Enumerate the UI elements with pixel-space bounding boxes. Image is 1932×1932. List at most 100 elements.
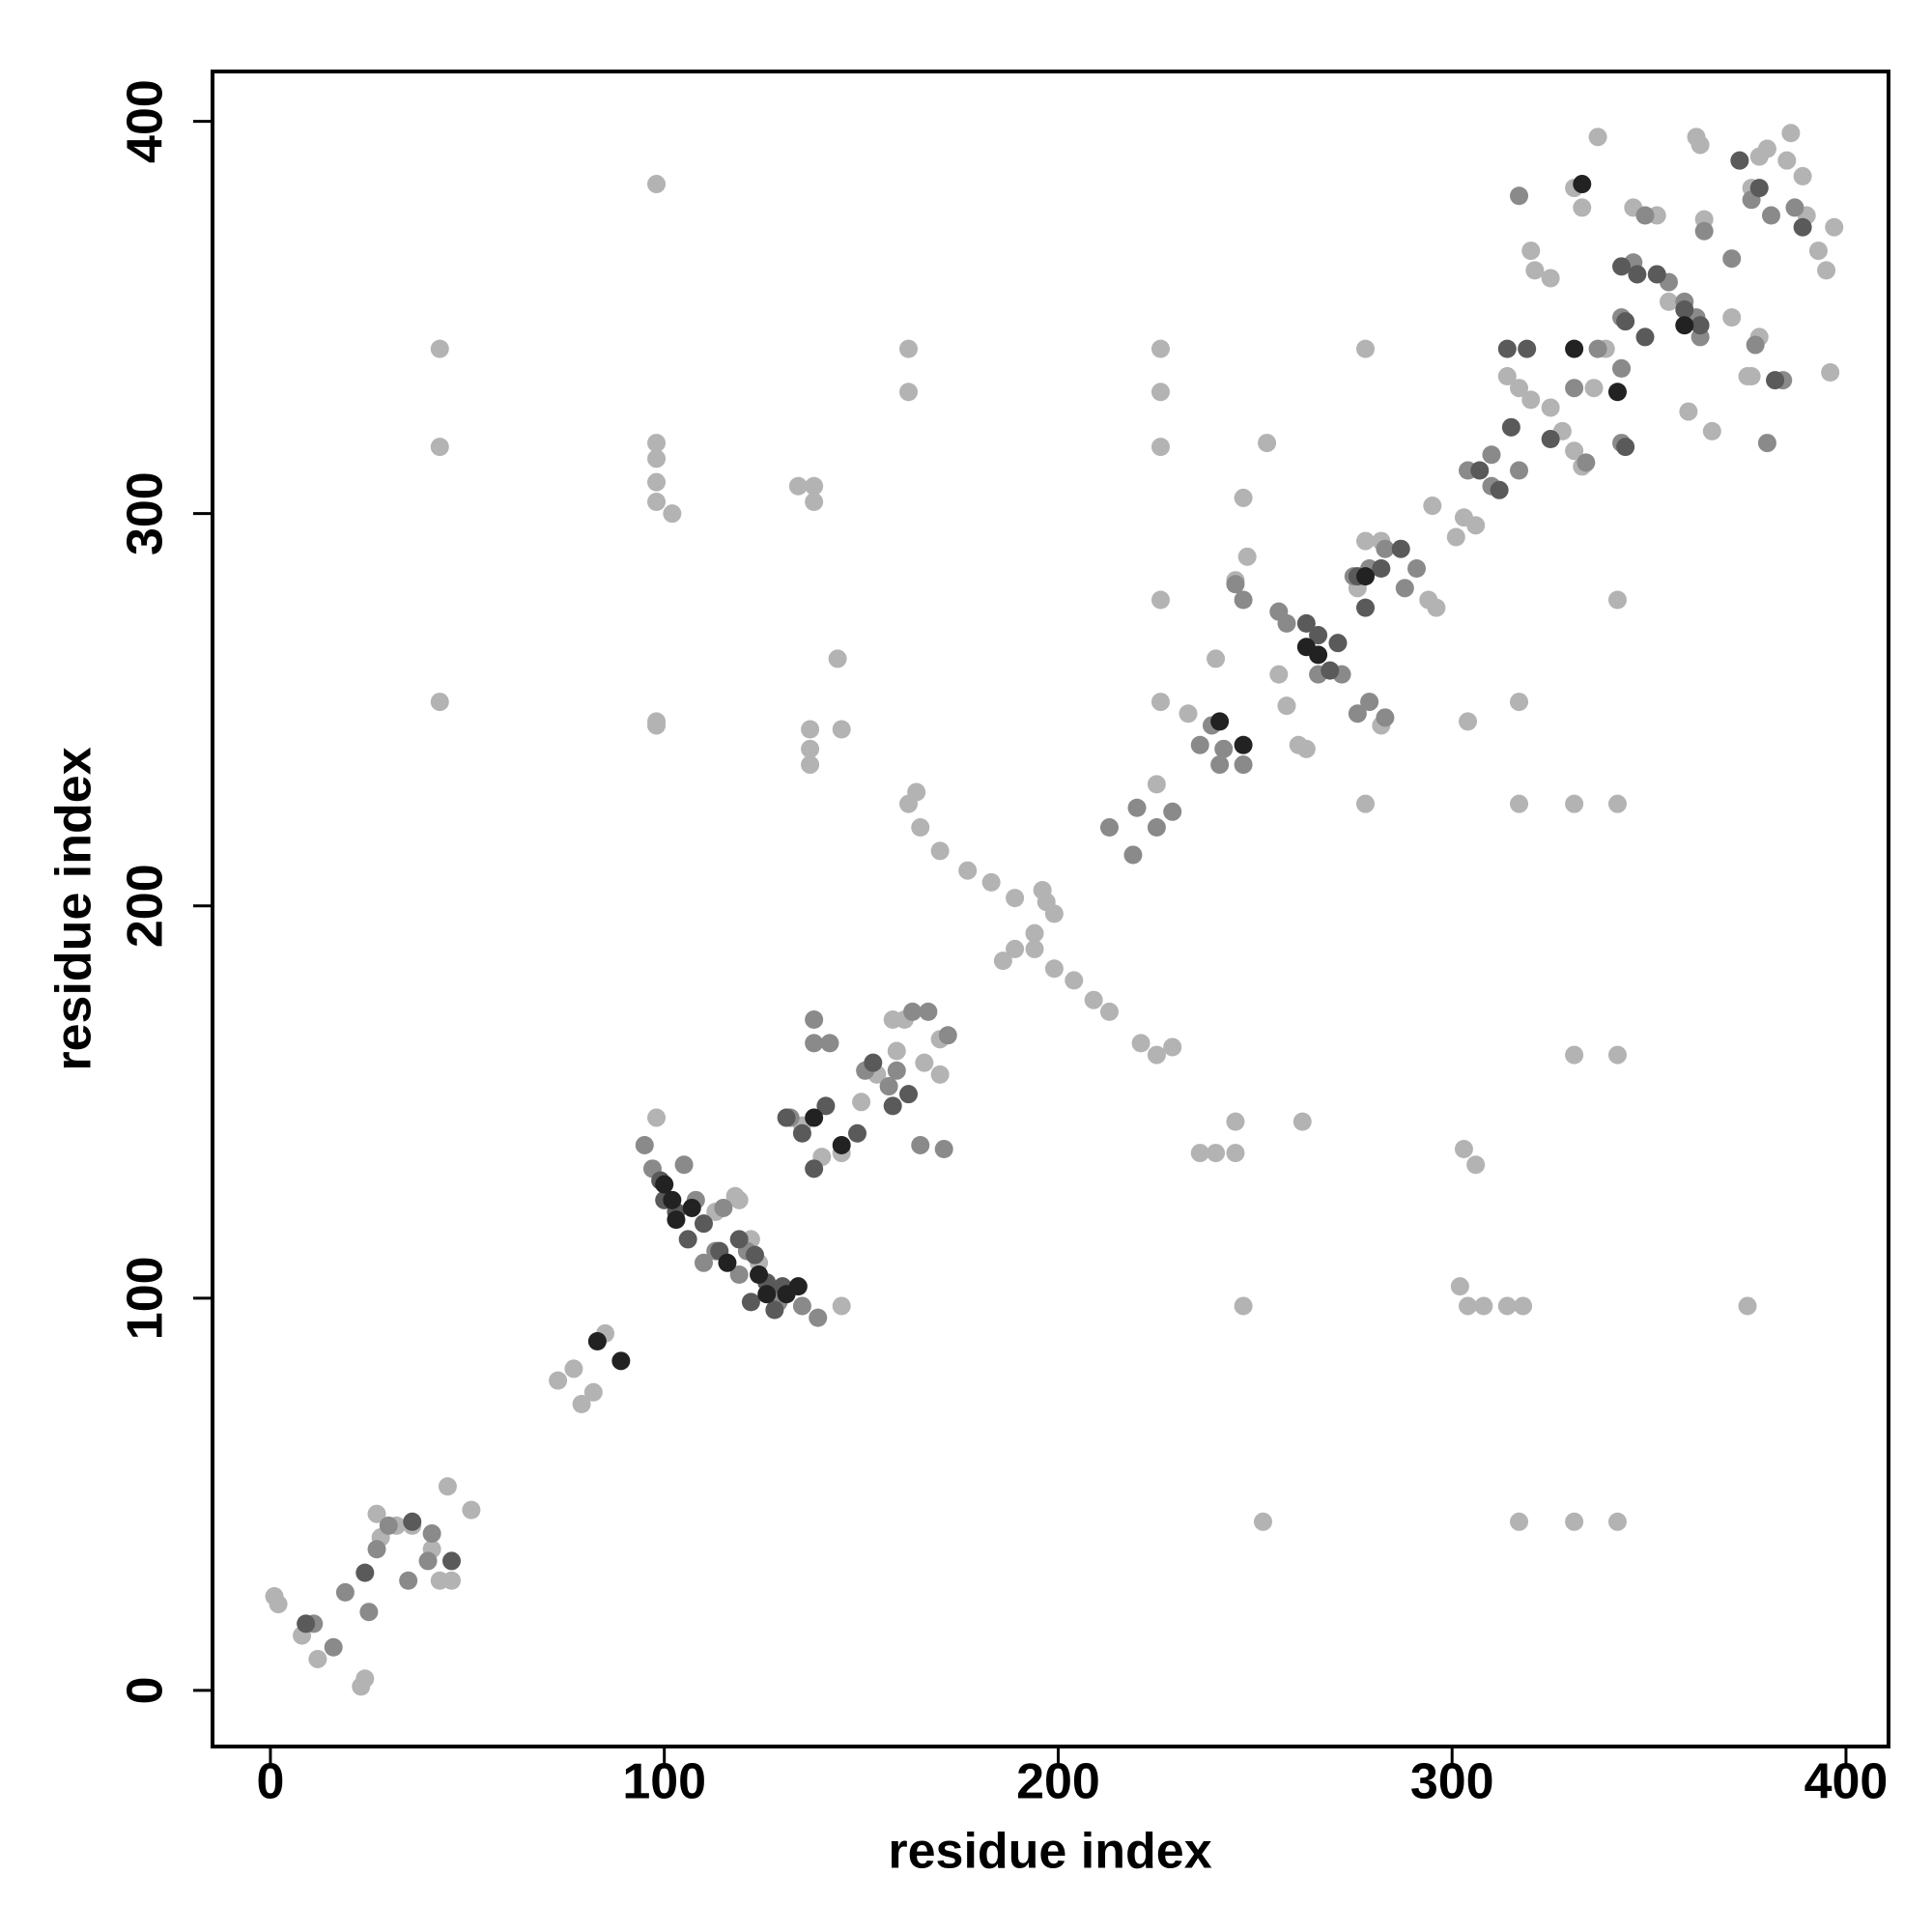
x-axis-title: residue index xyxy=(888,1824,1211,1880)
point xyxy=(1258,434,1277,453)
point xyxy=(367,1540,386,1559)
point xyxy=(1541,430,1560,449)
point xyxy=(1607,383,1627,402)
point xyxy=(1616,438,1635,457)
point xyxy=(1293,1112,1312,1131)
point xyxy=(1006,889,1025,908)
point xyxy=(1376,539,1395,558)
point xyxy=(667,1210,686,1230)
point xyxy=(729,1264,749,1284)
point xyxy=(1521,242,1541,261)
point xyxy=(647,716,667,735)
point xyxy=(403,1512,422,1531)
point xyxy=(887,1061,906,1080)
point xyxy=(655,1175,674,1194)
y-tick-label: 100 xyxy=(118,1256,174,1340)
point xyxy=(1163,802,1182,821)
point xyxy=(1510,461,1529,480)
point xyxy=(1497,1296,1517,1316)
point xyxy=(919,1002,938,1021)
point xyxy=(1466,1155,1486,1175)
point xyxy=(647,1108,667,1127)
point xyxy=(801,739,820,758)
point xyxy=(714,1198,733,1217)
point xyxy=(1565,1045,1584,1065)
point xyxy=(663,504,682,524)
point xyxy=(355,1669,375,1689)
point xyxy=(1296,613,1316,633)
point xyxy=(938,1026,957,1045)
point xyxy=(1766,371,1785,390)
point xyxy=(883,1096,902,1116)
point xyxy=(694,1253,713,1272)
point xyxy=(1226,1144,1245,1163)
point xyxy=(788,1277,808,1296)
point xyxy=(647,492,667,511)
point xyxy=(647,434,667,453)
plot-frame xyxy=(211,70,1890,1748)
point xyxy=(1151,693,1170,712)
point xyxy=(647,175,667,194)
point xyxy=(1234,755,1253,775)
point xyxy=(1099,1002,1119,1021)
point xyxy=(1356,567,1376,586)
point xyxy=(801,720,820,739)
point xyxy=(1659,292,1678,311)
point xyxy=(1226,1112,1245,1131)
point xyxy=(832,720,851,739)
point xyxy=(1423,497,1442,516)
x-tick-label: 100 xyxy=(622,1754,706,1810)
point xyxy=(462,1500,481,1520)
point xyxy=(792,1123,811,1143)
point xyxy=(1321,661,1340,680)
point xyxy=(1565,379,1584,398)
point xyxy=(1825,217,1844,237)
point xyxy=(1749,179,1769,198)
point xyxy=(879,1077,898,1096)
point xyxy=(1296,739,1316,758)
point xyxy=(430,438,449,457)
point xyxy=(1044,904,1064,923)
point xyxy=(1226,575,1245,594)
point xyxy=(1360,693,1379,712)
point xyxy=(1785,198,1804,217)
point xyxy=(1510,1512,1529,1531)
point xyxy=(1084,990,1103,1009)
point xyxy=(682,1198,701,1217)
point xyxy=(1356,339,1376,358)
point xyxy=(1510,693,1529,712)
point xyxy=(678,1230,697,1249)
point xyxy=(635,1135,654,1154)
point xyxy=(1746,335,1765,355)
point xyxy=(907,782,926,802)
point xyxy=(1277,613,1296,633)
point xyxy=(805,476,824,496)
point xyxy=(1147,818,1166,838)
point xyxy=(355,1563,375,1582)
point xyxy=(729,1230,749,1249)
point xyxy=(1025,923,1044,943)
point xyxy=(1147,1045,1166,1065)
point xyxy=(1722,249,1742,269)
point xyxy=(1497,367,1517,386)
point xyxy=(1607,1512,1627,1531)
point xyxy=(805,1159,824,1179)
point xyxy=(324,1637,343,1657)
point xyxy=(1391,539,1410,558)
point xyxy=(1450,1277,1469,1296)
point xyxy=(1454,508,1473,527)
point xyxy=(1525,261,1545,280)
point xyxy=(1025,939,1044,958)
point xyxy=(1151,590,1170,610)
point xyxy=(1253,1512,1272,1531)
point xyxy=(1190,1144,1209,1163)
point xyxy=(899,383,919,402)
point xyxy=(934,1140,953,1159)
point xyxy=(1821,362,1840,382)
point xyxy=(911,1135,930,1154)
point xyxy=(1616,312,1635,331)
point xyxy=(958,861,978,880)
point xyxy=(805,1108,824,1127)
point xyxy=(1099,818,1119,838)
